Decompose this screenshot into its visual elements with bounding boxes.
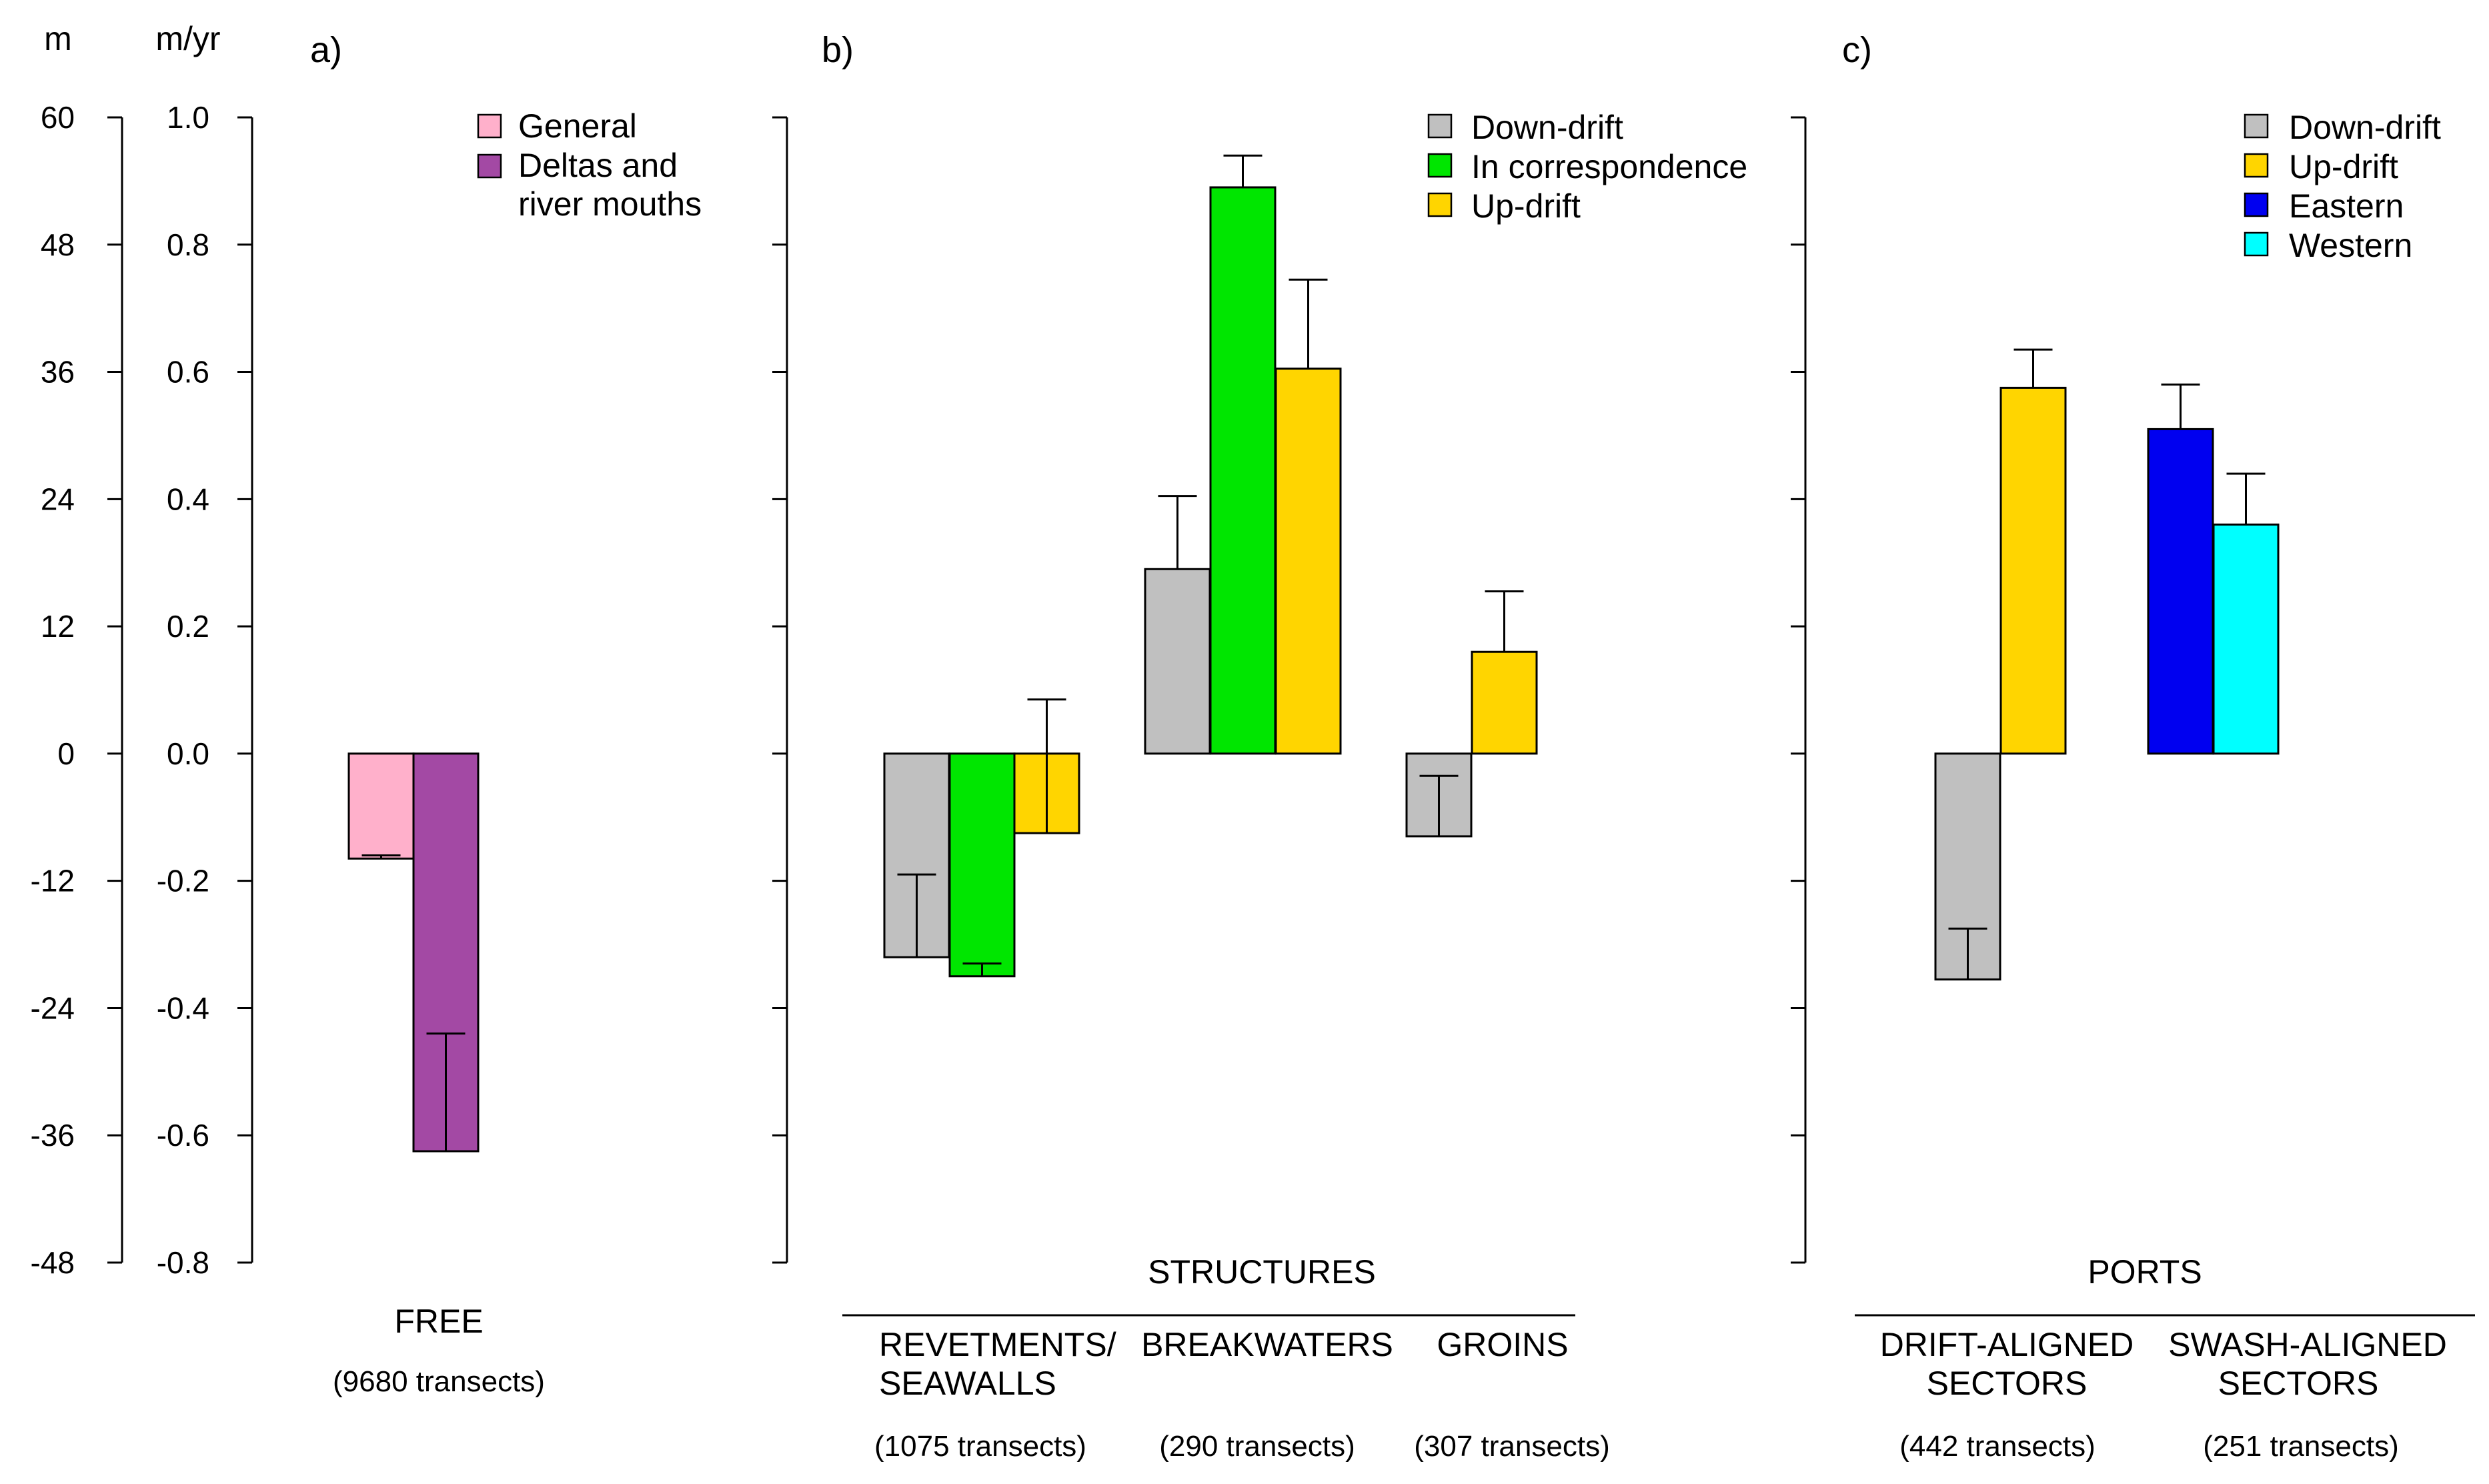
m-axis-tick-label: -36 <box>31 1118 75 1153</box>
legend-b-label-up-drift: Up-drift <box>1471 187 1581 225</box>
panel-c-axis <box>1791 116 1807 1264</box>
panel-b-axis-ticks <box>772 116 787 1264</box>
ports-group-label: PORTS <box>2088 1253 2202 1291</box>
drift-aligned-label-line1: DRIFT-ALIGNED <box>1880 1326 2134 1363</box>
bar-free-general <box>347 752 415 860</box>
myr-axis: 1.0 0.8 0.6 0.4 0.2 0.0 -0.2 -0.4 -0.6 -0.8 <box>157 100 253 1280</box>
m-axis-tick-label: -24 <box>31 990 75 1025</box>
groins-transects-label: (307 transects) <box>1414 1430 1609 1463</box>
bar-swash-aligned-sectors-western <box>2212 523 2280 755</box>
bar-breakwaters-down-drift <box>1144 568 1211 755</box>
drift-aligned-transects-label: (442 transects) <box>1899 1430 2095 1463</box>
legend-a-label-deltas-line2: river mouths <box>518 185 702 223</box>
swash-aligned-label-line2: SECTORS <box>2218 1365 2379 1402</box>
structures-group-label: STRUCTURES <box>1148 1253 1376 1291</box>
m-axis-tick-label: 24 <box>41 482 75 516</box>
myr-axis-tick-label: -0.6 <box>157 1118 209 1153</box>
breakwaters-label: BREAKWATERS <box>1141 1326 1393 1363</box>
myr-axis-tick-label: -0.2 <box>157 864 209 898</box>
legend-b: Down-drift In correspondence Up-drift <box>1427 109 1747 225</box>
m-axis-tick-label: 0 <box>57 736 75 771</box>
m-axis: 60 48 36 24 12 0 -12 -24 -36 -48 <box>31 100 123 1280</box>
legend-c-label-western: Western <box>2289 227 2412 264</box>
legend-c-swatch-western <box>2244 231 2269 257</box>
legend-c-label-down-drift: Down-drift <box>2289 109 2441 146</box>
free-group-label: FREE <box>394 1303 483 1340</box>
legend-a-label-general: General <box>518 107 637 145</box>
bar-swash-aligned-sectors-eastern <box>2147 428 2214 755</box>
myr-axis-tick-label: -0.8 <box>157 1245 209 1280</box>
legend-b-label-in-correspondence: In correspondence <box>1471 148 1747 185</box>
legend-c-swatch-up-drift <box>2244 153 2269 178</box>
myr-axis-tick-label: 0.0 <box>167 736 209 771</box>
m-axis-tick-label: 48 <box>41 227 75 262</box>
legend-b-swatch-in-correspondence <box>1427 153 1453 178</box>
bar-revetments-seawalls-in-correspondence <box>948 752 1016 978</box>
drift-aligned-label-line2: SECTORS <box>1927 1365 2088 1402</box>
myr-axis-ticks: 1.0 0.8 0.6 0.4 0.2 0.0 -0.2 -0.4 -0.6 -0.8 <box>157 100 252 1280</box>
free-transects-label: (9680 transects) <box>333 1365 545 1398</box>
bar-drift-aligned-sectors-up-drift <box>1999 386 2067 755</box>
panel-c-label: c) <box>1842 30 1872 70</box>
swash-aligned-label-line1: SWASH-ALIGNED <box>2168 1326 2447 1363</box>
m-axis-tick-label: -48 <box>31 1245 75 1280</box>
m-axis-tick-label: 36 <box>41 355 75 390</box>
groins-label: GROINS <box>1437 1326 1568 1363</box>
swash-aligned-transects-label: (251 transects) <box>2203 1430 2398 1463</box>
myr-axis-tick-label: 1.0 <box>167 100 209 135</box>
legend-a: General Deltas and river mouths <box>477 107 702 223</box>
myr-axis-tick-label: 0.8 <box>167 227 209 262</box>
myr-axis-tick-label: 0.2 <box>167 609 209 644</box>
panel-a-label: a) <box>310 30 342 70</box>
myr-axis-tick-label: 0.4 <box>167 482 209 516</box>
panel-b-axis <box>772 116 788 1264</box>
bar-breakwaters-up-drift <box>1275 367 1342 755</box>
m-unit-label: m <box>44 20 72 57</box>
myr-axis-tick-label: 0.6 <box>167 355 209 390</box>
legend-b-label-down-drift: Down-drift <box>1471 109 1623 146</box>
m-axis-ticks: 60 48 36 24 12 0 -12 -24 -36 -48 <box>31 100 122 1280</box>
legend-c: Down-drift Up-drift Eastern Western <box>2244 109 2441 264</box>
m-axis-tick-label: 12 <box>41 609 75 644</box>
revetments-transects-label: (1075 transects) <box>874 1430 1086 1463</box>
legend-a-swatch-general <box>477 113 502 139</box>
revetments-label-line2: SEAWALLS <box>879 1365 1056 1402</box>
m-axis-tick-label: -12 <box>31 864 75 898</box>
revetments-label-line1: REVETMENTS/ <box>879 1326 1116 1363</box>
legend-a-swatch-deltas <box>477 153 502 179</box>
panel-b-label: b) <box>822 30 854 70</box>
legend-c-label-up-drift: Up-drift <box>2289 148 2398 185</box>
myr-unit-label: m/yr <box>155 20 220 57</box>
bar-breakwaters-in-correspondence <box>1209 186 1277 755</box>
legend-a-label-deltas-line1: Deltas and <box>518 147 678 184</box>
bar-groins-up-drift <box>1471 650 1538 755</box>
myr-axis-tick-label: -0.4 <box>157 990 209 1025</box>
panel-c-axis-ticks <box>1791 116 1805 1264</box>
legend-c-swatch-eastern <box>2244 192 2269 217</box>
legend-c-swatch-down-drift <box>2244 113 2269 139</box>
legend-c-label-eastern: Eastern <box>2289 187 2404 225</box>
bars-layer <box>347 154 2280 1153</box>
breakwaters-transects-label: (290 transects) <box>1159 1430 1355 1463</box>
m-axis-tick-label: 60 <box>41 100 75 135</box>
legend-b-swatch-up-drift <box>1427 192 1453 217</box>
legend-b-swatch-down-drift <box>1427 113 1453 139</box>
